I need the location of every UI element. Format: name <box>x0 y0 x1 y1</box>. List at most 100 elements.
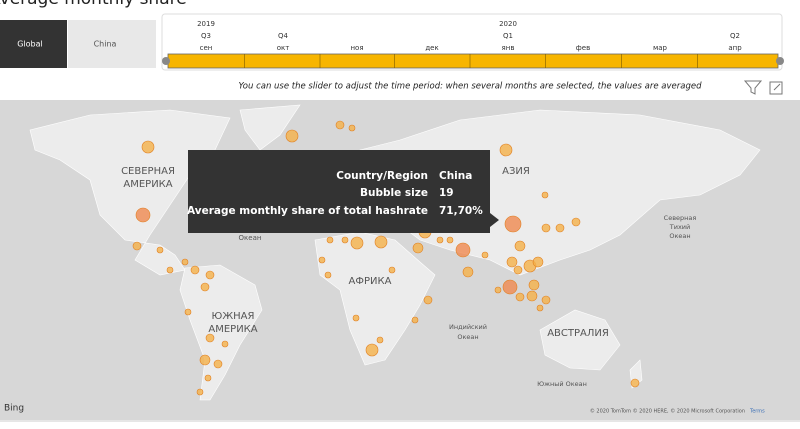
timeline-labels: 2019 2020 Q3 Q4 Q1 Q2 сен окт ноя дек янв фев… <box>197 20 742 52</box>
bubble[interactable] <box>156 246 164 254</box>
bubble[interactable] <box>555 223 565 233</box>
bubble[interactable] <box>335 120 345 130</box>
bubble[interactable] <box>388 266 396 274</box>
bubble[interactable] <box>184 308 192 316</box>
bubble[interactable] <box>446 236 454 244</box>
bubble[interactable] <box>135 207 151 223</box>
bubble[interactable] <box>285 129 299 143</box>
bubble[interactable] <box>199 354 211 366</box>
bubble[interactable] <box>181 258 189 266</box>
bubble[interactable] <box>200 282 210 292</box>
button-china[interactable] <box>68 20 156 68</box>
bubble[interactable] <box>436 236 444 244</box>
map-logo: Bing <box>4 404 24 414</box>
bubble[interactable] <box>376 336 384 344</box>
bubble[interactable] <box>504 215 522 233</box>
tooltip-key: Country/Region <box>336 170 428 182</box>
bubble[interactable] <box>536 304 544 312</box>
month: сен <box>200 44 213 52</box>
bubble[interactable] <box>541 223 551 233</box>
bubble[interactable] <box>514 240 526 252</box>
month: фев <box>576 44 590 52</box>
button-global[interactable] <box>0 20 67 68</box>
bubble[interactable] <box>462 266 474 278</box>
bubble[interactable] <box>513 265 523 275</box>
bubble[interactable] <box>190 265 200 275</box>
ocean-label: Северная <box>664 214 697 222</box>
bubble[interactable] <box>412 242 424 254</box>
bubble[interactable] <box>132 241 142 251</box>
bubble[interactable] <box>541 295 551 305</box>
bubble[interactable] <box>506 256 518 268</box>
year: 2019 <box>197 20 215 28</box>
bubble[interactable] <box>630 378 640 388</box>
bubble[interactable] <box>213 359 223 369</box>
bubble[interactable] <box>326 236 334 244</box>
continent-label: ЮЖНАЯ <box>212 311 255 322</box>
bubble[interactable] <box>205 270 215 280</box>
bubble[interactable] <box>350 236 364 250</box>
tooltip-value: 71,70% <box>439 205 483 217</box>
bubble[interactable] <box>502 279 518 295</box>
page-title: Average monthly share <box>0 0 187 9</box>
bubble[interactable] <box>571 217 581 227</box>
bubble[interactable] <box>455 242 471 258</box>
slider-bar[interactable] <box>167 53 779 69</box>
bubble[interactable] <box>341 236 349 244</box>
month: янв <box>502 44 515 52</box>
button-label: Global <box>17 40 43 49</box>
tooltip-value: China <box>439 170 472 182</box>
tooltip-key: Average monthly share of total hashrate <box>187 205 428 217</box>
attribution: © 2020 TomTom © 2020 HERE, © 2020 Micros… <box>590 408 745 415</box>
bubble[interactable] <box>196 388 204 396</box>
bubble[interactable] <box>374 235 388 249</box>
quarter: Q2 <box>730 32 740 40</box>
bubble[interactable] <box>324 271 332 279</box>
bubble[interactable] <box>205 333 215 343</box>
bubble[interactable] <box>515 292 525 302</box>
bubble[interactable] <box>481 251 489 259</box>
bubble[interactable] <box>365 343 379 357</box>
slider-handle[interactable] <box>776 57 784 65</box>
tooltip-box <box>188 150 490 233</box>
bubble[interactable] <box>318 256 326 264</box>
terms-link[interactable]: Terms <box>749 409 765 415</box>
ocean-label: Тихий <box>669 223 691 231</box>
bubble[interactable] <box>166 266 174 274</box>
continent-label: АЗИЯ <box>502 166 530 177</box>
quarter: Q4 <box>278 32 289 40</box>
bubble[interactable] <box>411 316 419 324</box>
continent-label: СЕВЕРНАЯ <box>121 166 175 177</box>
bubble[interactable] <box>348 124 356 132</box>
bubble[interactable] <box>532 256 544 268</box>
year: 2020 <box>499 20 517 28</box>
bubble[interactable] <box>541 191 549 199</box>
month: мар <box>653 44 668 52</box>
bubble[interactable] <box>141 140 155 154</box>
tooltip-key: Bubble size <box>360 187 428 199</box>
quarter: Q1 <box>503 32 513 40</box>
map-labels: СЕВЕРНАЯ АМЕРИКА ЮЖНАЯ АМЕРИКА АФРИКА АЗ… <box>121 166 696 388</box>
tooltip-rows: Country/Region China Bubble size 19 Aver… <box>187 170 483 217</box>
ocean-label: Океан <box>669 232 690 240</box>
button-label: China <box>94 40 117 49</box>
tooltip: Country/Region China Bubble size 19 Aver… <box>187 150 499 233</box>
bubble[interactable] <box>423 295 433 305</box>
slider-handle[interactable] <box>162 57 170 65</box>
bubble[interactable] <box>352 314 360 322</box>
bubble[interactable] <box>526 290 538 302</box>
bubble[interactable] <box>494 286 502 294</box>
bubble[interactable] <box>528 279 540 291</box>
filter-icon[interactable] <box>743 80 763 95</box>
continent-label: АВСТРАЛИЯ <box>547 328 609 339</box>
bubble[interactable] <box>221 340 229 348</box>
tooltip-value: 19 <box>439 187 454 199</box>
month: апр <box>728 44 742 52</box>
bubble[interactable] <box>204 374 212 382</box>
continent-label: АМЕРИКА <box>208 324 257 335</box>
bubble[interactable] <box>499 143 513 157</box>
focus-icon[interactable] <box>769 81 783 95</box>
month: ноя <box>350 44 363 52</box>
month: окт <box>277 44 290 52</box>
